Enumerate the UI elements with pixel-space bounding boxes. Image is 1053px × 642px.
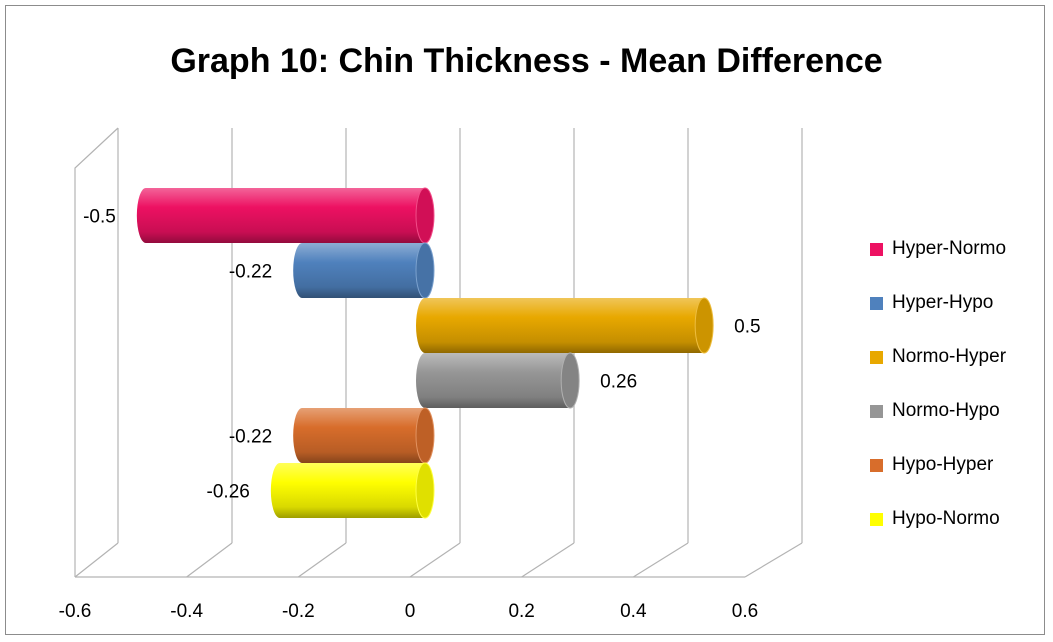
x-tick-label: -0.4 (170, 601, 203, 622)
bar (136, 188, 435, 243)
data-label: 0.5 (734, 317, 760, 338)
floor-gridline-2 (297, 542, 347, 578)
bar-end-cap (415, 187, 435, 244)
legend-label: Hyper-Normo (892, 238, 1007, 259)
legend-swatch (870, 459, 883, 472)
legend-swatch (870, 243, 883, 256)
bar (416, 353, 580, 408)
floor-gridline-1 (186, 542, 233, 578)
x-tick-label: 0.2 (508, 601, 534, 622)
bar-end-cap (415, 242, 435, 299)
x-tick-label: 0.4 (620, 601, 647, 622)
floor-gridline-0 (74, 542, 119, 578)
legend-swatch (870, 513, 883, 526)
floor-gridline-5 (633, 542, 689, 578)
data-label: -0.26 (207, 482, 250, 503)
left-wall (74, 127, 119, 577)
floor-gridline-4 (521, 542, 575, 578)
bar (293, 243, 434, 298)
x-tick-label: -0.6 (59, 601, 92, 622)
x-tick-label: -0.2 (282, 601, 315, 622)
floor-gridline-3 (409, 542, 461, 578)
x-tick-label: 0 (405, 601, 416, 622)
bar-end-cap (415, 407, 435, 464)
bar-end-cap (415, 462, 435, 519)
floor-gridline-6 (744, 542, 803, 578)
bar (416, 298, 714, 353)
legend-label: Hypo-Hyper (892, 454, 994, 475)
bar-end-cap (694, 297, 714, 354)
data-label: 0.26 (600, 372, 637, 393)
data-label: -0.5 (83, 207, 116, 228)
legend-swatch (870, 297, 883, 310)
data-label: -0.22 (229, 262, 272, 283)
legend-swatch (870, 405, 883, 418)
bar (270, 463, 434, 518)
chart-title: Graph 10: Chin Thickness - Mean Differen… (170, 42, 883, 80)
bar (293, 408, 434, 463)
bar-end-cap (560, 352, 580, 409)
legend-label: Normo-Hypo (892, 400, 1000, 421)
legend-label: Normo-Hyper (892, 346, 1007, 367)
legend-label: Hyper-Hypo (892, 292, 994, 313)
legend-label: Hypo-Normo (892, 508, 1000, 529)
legend-swatch (870, 351, 883, 364)
x-tick-label: 0.6 (732, 601, 758, 622)
data-label: -0.22 (229, 427, 272, 448)
